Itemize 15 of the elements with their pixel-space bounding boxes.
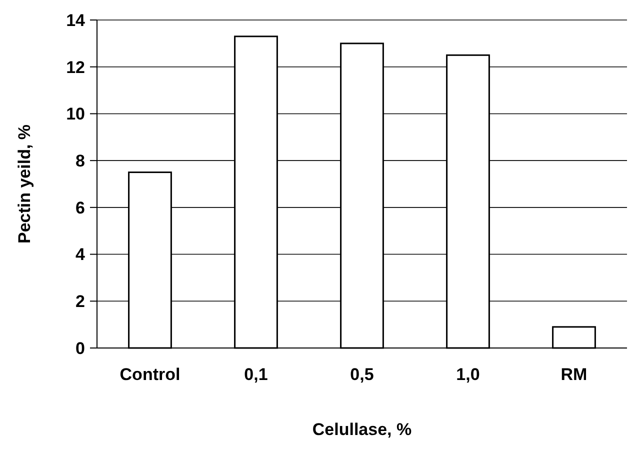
y-tick-label: 6 <box>76 198 85 218</box>
x-tick-label: 1,0 <box>456 365 480 384</box>
x-axis-title: Celullase, % <box>312 420 412 439</box>
x-tick-label: 0,1 <box>244 365 268 384</box>
y-tick-label: 2 <box>76 292 85 312</box>
y-tick-label: 4 <box>76 245 86 264</box>
y-tick-label: 8 <box>76 152 85 171</box>
x-tick-label: RM <box>560 365 588 384</box>
x-tick-label: Control <box>120 365 180 384</box>
y-tick-label: 14 <box>66 10 86 30</box>
y-axis-title: Pectin yeild, % <box>15 124 34 244</box>
y-tick-label: 12 <box>66 58 85 77</box>
x-tick-label: 0,5 <box>350 365 374 384</box>
y-tick-label: 10 <box>66 104 85 124</box>
y-tick-label: 0 <box>76 338 85 358</box>
